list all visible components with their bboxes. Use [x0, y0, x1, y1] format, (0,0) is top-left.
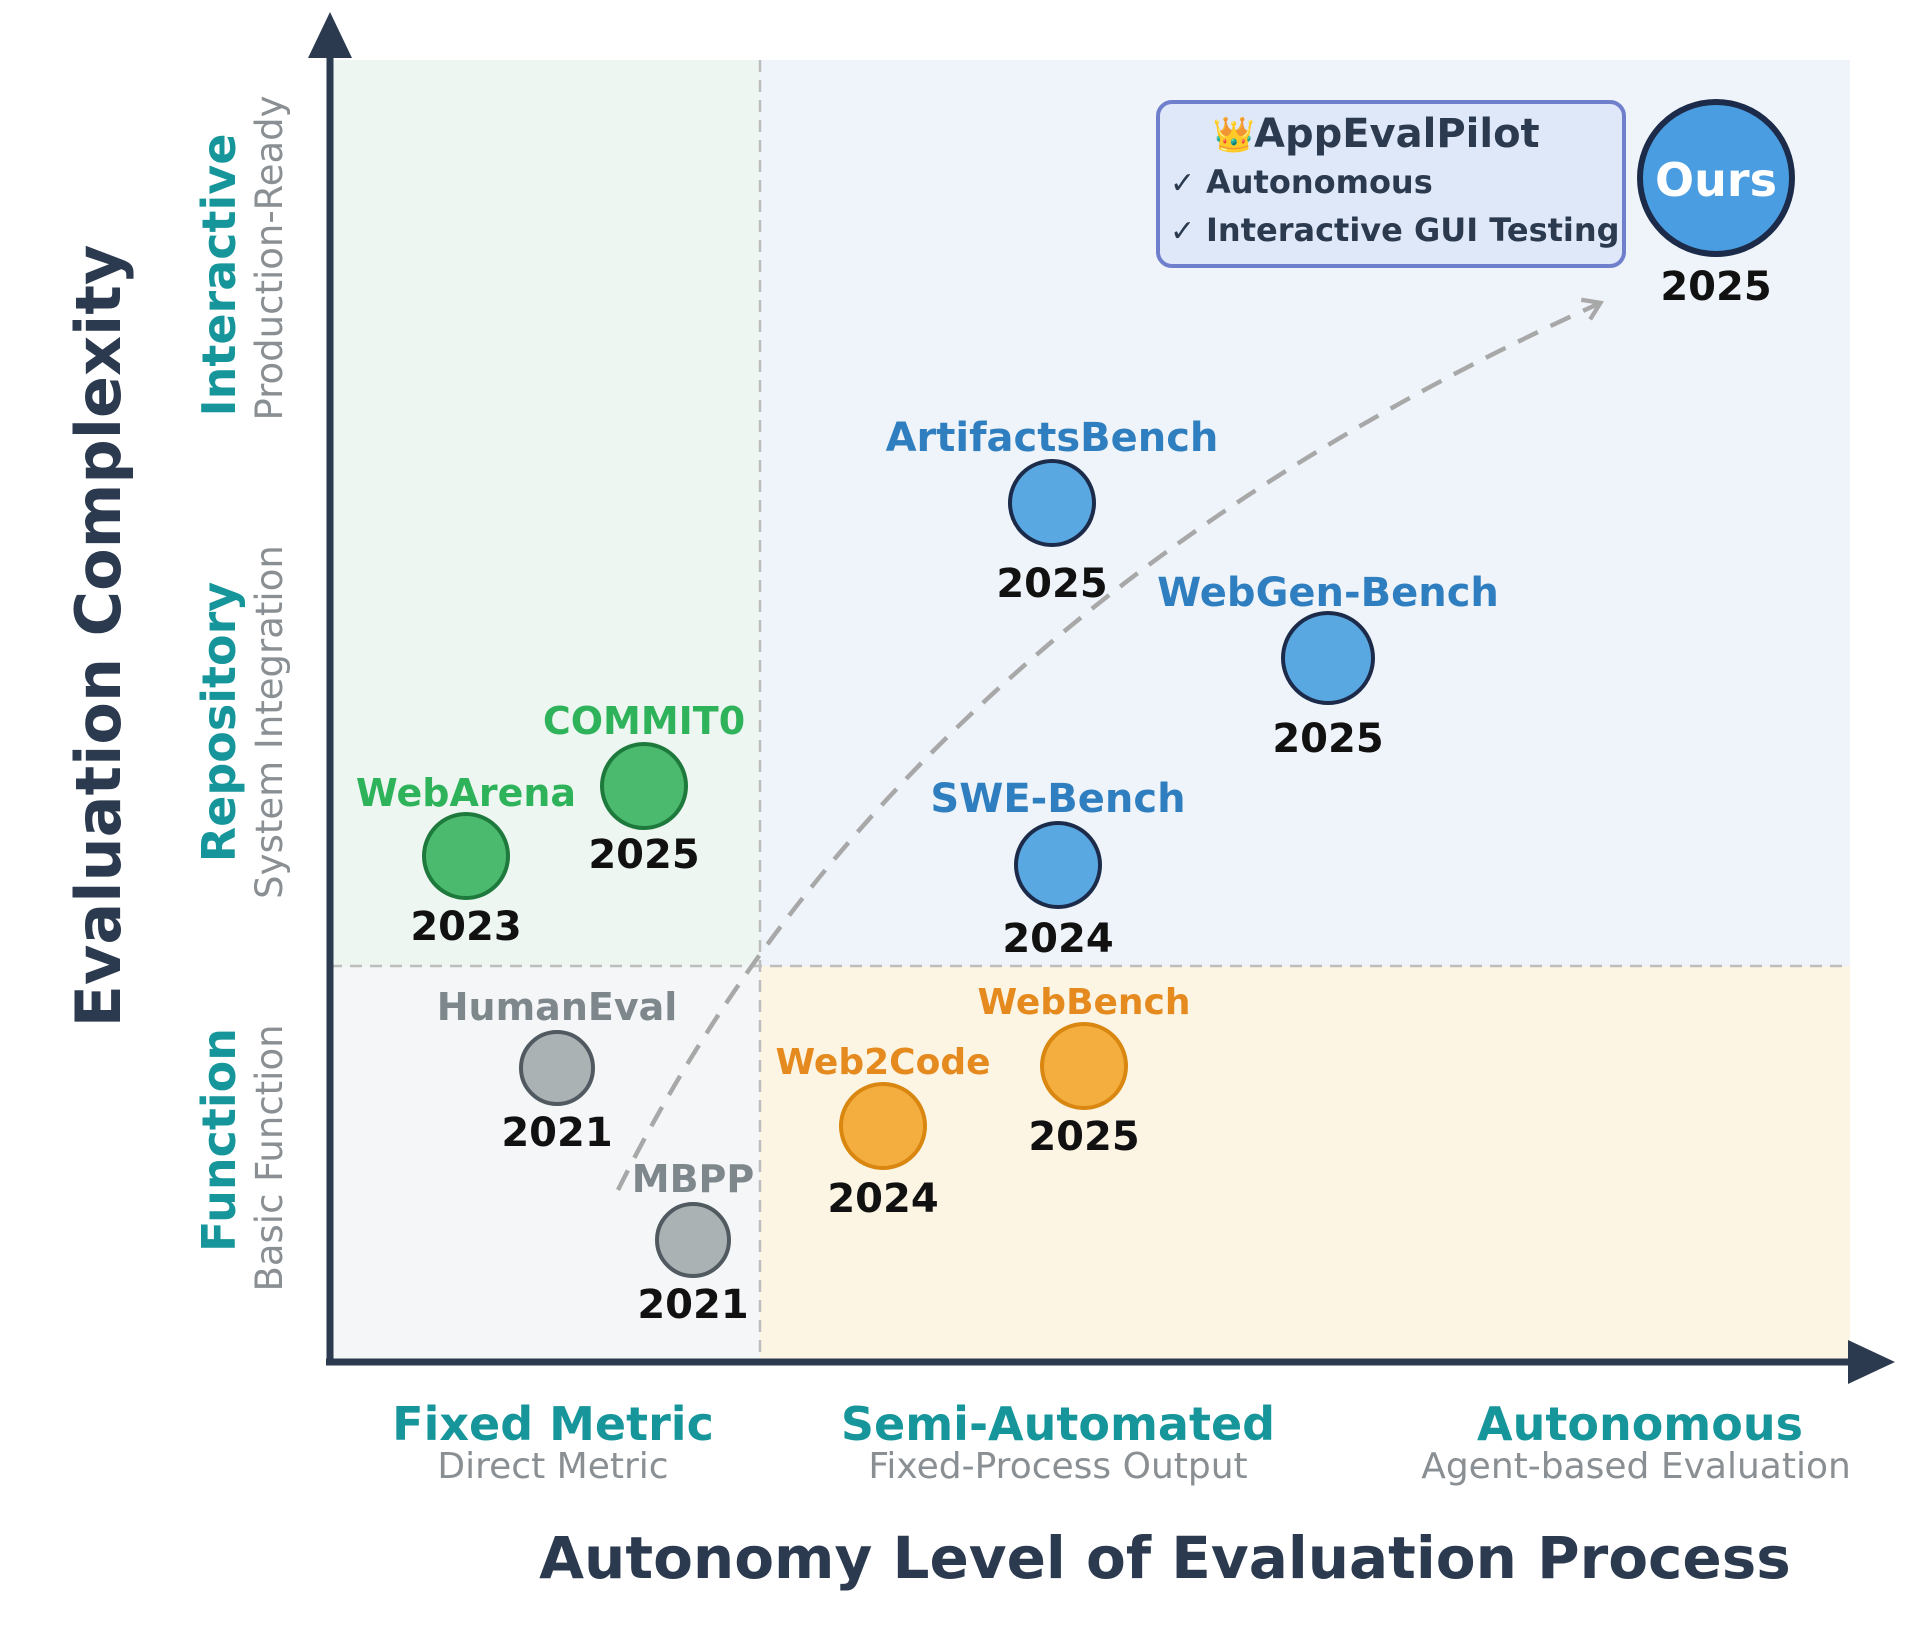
node-swe-bench: SWE-Bench 2024 [930, 776, 1185, 962]
x-level-semi-automated-sublabel: Fixed-Process Output [868, 1446, 1247, 1487]
node-name: WebArena [356, 771, 576, 815]
node-circle [655, 1202, 731, 1278]
node-year: 2025 [1028, 1114, 1139, 1160]
x-level-fixed-metric-sublabel: Direct Metric [437, 1446, 668, 1487]
node-name: WebBench [977, 982, 1190, 1023]
ours-callout: 👑 AppEvalPilot ✓ Autonomous ✓ Interactiv… [1156, 100, 1626, 268]
node-webbench: WebBench 2025 [977, 982, 1190, 1160]
node-year: 2025 [1272, 716, 1383, 762]
node-circle [839, 1082, 927, 1170]
node-year: 2024 [1002, 916, 1113, 962]
region-semi-function [760, 966, 1850, 1360]
callout-feature: Interactive GUI Testing [1206, 211, 1620, 249]
y-level-function-label: Function [192, 1028, 246, 1252]
node-webarena: WebArena 2023 [356, 771, 576, 950]
trend-arrow [615, 297, 1605, 1191]
x-axis-arrowhead [1848, 1340, 1895, 1384]
y-level-repository-label: Repository [192, 582, 246, 863]
node-circle [1040, 1022, 1128, 1110]
region-fixed-upper [330, 60, 760, 966]
node-circle [1281, 611, 1375, 705]
node-artifactsbench: ArtifactsBench 2025 [886, 415, 1219, 607]
node-name: WebGen-Bench [1157, 570, 1499, 616]
node-circle [600, 742, 688, 830]
node-name: HumanEval [437, 985, 678, 1029]
y-level-interactive-sublabel: Production-Ready [248, 95, 291, 420]
node-circle [1014, 821, 1102, 909]
check-icon: ✓ [1170, 166, 1195, 201]
node-mbpp: MBPP 2021 [632, 1157, 754, 1328]
node-year: 2025 [996, 561, 1107, 607]
node-circle [1008, 459, 1096, 547]
y-level-repository-sublabel: System Integration [248, 545, 291, 899]
ours-circle [1637, 99, 1795, 257]
node-year: 2025 [588, 832, 699, 878]
node-year: 2021 [501, 1110, 612, 1156]
callout-feature: Autonomous [1206, 163, 1433, 201]
region-fixed-function [330, 966, 760, 1360]
node-commit0: COMMIT0 2025 [543, 699, 745, 878]
node-circle [422, 812, 510, 900]
x-level-semi-automated-label: Semi-Automated [841, 1397, 1275, 1451]
node-name: SWE-Bench [930, 776, 1185, 822]
ours-circle-label: Ours [1655, 153, 1777, 207]
node-circle [519, 1030, 595, 1106]
x-axis-title: Autonomy Level of Evaluation Process [539, 1524, 1791, 1592]
y-axis-arrowhead [308, 12, 352, 58]
node-name: MBPP [632, 1157, 754, 1201]
node-name: Web2Code [776, 1042, 991, 1083]
node-year: 2023 [410, 904, 521, 950]
node-name: COMMIT0 [543, 699, 745, 743]
y-axis-title: Evaluation Complexity [62, 245, 135, 1028]
node-year: 2021 [637, 1282, 748, 1328]
crown-icon: 👑 [1213, 115, 1255, 155]
y-level-function-sublabel: Basic Function [248, 1024, 291, 1291]
y-level-interactive-label: Interactive [192, 134, 246, 417]
ours-year: 2025 [1660, 264, 1771, 310]
node-webgen-bench: WebGen-Bench 2025 [1157, 570, 1499, 762]
node-web2code: Web2Code 2024 [776, 1042, 991, 1222]
check-icon: ✓ [1170, 214, 1195, 249]
node-year: 2024 [827, 1176, 938, 1222]
x-level-autonomous-label: Autonomous [1477, 1397, 1803, 1451]
node-humaneval: HumanEval 2021 [437, 985, 678, 1156]
node-name: ArtifactsBench [886, 415, 1219, 461]
callout-box [1156, 100, 1626, 268]
node-ours: Ours 2025 [1637, 99, 1795, 310]
x-level-fixed-metric-label: Fixed Metric [392, 1397, 714, 1451]
callout-title: AppEvalPilot [1254, 111, 1540, 157]
x-level-autonomous-sublabel: Agent-based Evaluation [1421, 1446, 1851, 1487]
